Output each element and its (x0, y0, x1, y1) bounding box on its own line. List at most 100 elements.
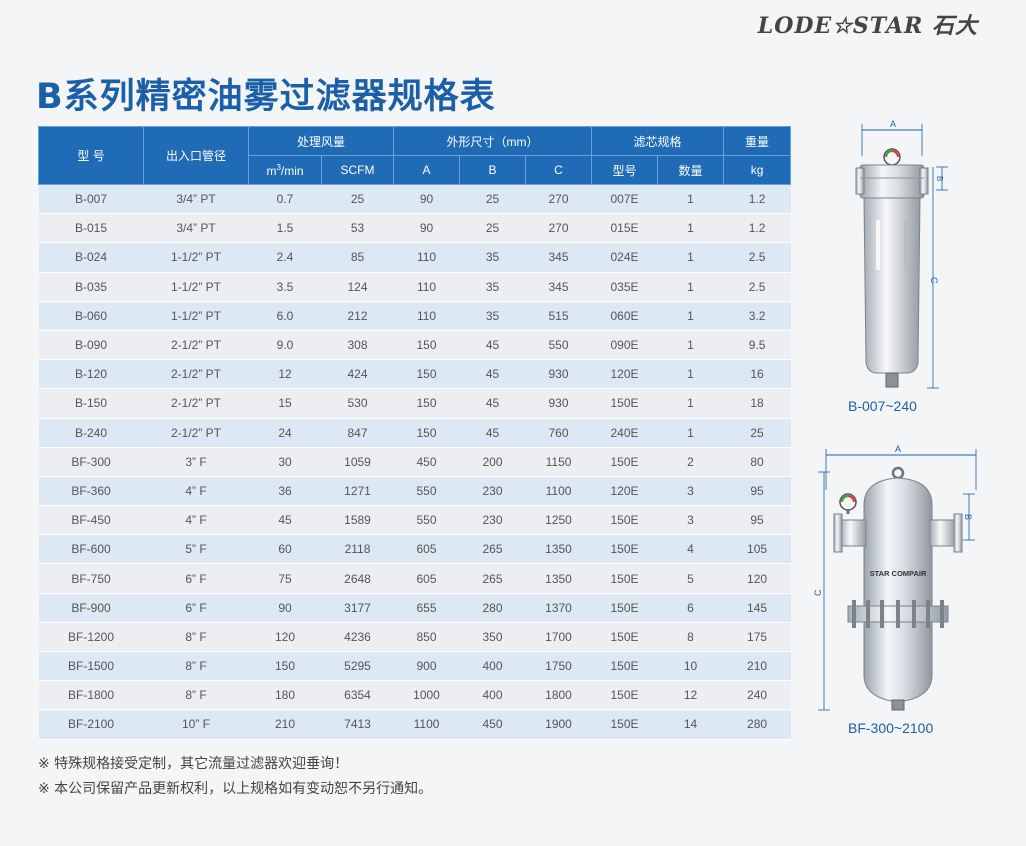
table-cell: 1800 (525, 680, 592, 711)
table-cell: 35 (459, 301, 526, 331)
table-cell: BF-600 (38, 534, 144, 565)
header-dimensions: 外形尺寸（mm） (393, 126, 593, 156)
table-cell: 605 (393, 563, 460, 594)
table-cell: 2.5 (723, 272, 791, 302)
table-cell: 550 (393, 476, 460, 507)
subheader-element-qty: 数量 (657, 155, 725, 185)
table-cell: 424 (321, 359, 394, 390)
subheader-b: B (459, 155, 527, 185)
subheader-element-model: 型号 (591, 155, 659, 185)
table-cell: 180 (248, 680, 322, 711)
table-cell: 15 (248, 388, 322, 419)
table-cell: 16 (723, 359, 791, 390)
table-cell: 110 (393, 272, 460, 302)
table-cell: BF-1200 (38, 622, 144, 653)
product-diagrams: A B C (800, 110, 1022, 750)
table-cell: BF-1500 (38, 651, 144, 682)
table-cell: 25 (459, 184, 526, 215)
table-cell: 3” F (143, 447, 249, 477)
table-cell: 120E (591, 359, 658, 390)
table-row: BF-360 4” F 36 1271 550 230 1100 120E 3 95 (38, 476, 791, 507)
table-cell: 345 (525, 242, 592, 273)
table-cell: 760 (525, 418, 592, 448)
table-cell: 1 (657, 301, 724, 331)
table-cell: 6 (657, 593, 724, 623)
table-cell: 90 (393, 184, 460, 215)
table-cell: 230 (459, 476, 526, 507)
header-element: 滤芯规格 (591, 126, 725, 156)
table-cell: 308 (321, 330, 394, 361)
table-cell: 150 (393, 418, 460, 448)
table-cell: 10” F (143, 709, 249, 740)
table-cell: 45 (459, 330, 526, 361)
table-cell: 9.5 (723, 330, 791, 361)
table-cell: 270 (525, 213, 592, 244)
table-cell: 6” F (143, 563, 249, 594)
table-cell: 14 (657, 709, 724, 740)
table-cell: 280 (723, 709, 791, 740)
table-cell: 110 (393, 242, 460, 273)
table-cell: 0.7 (248, 184, 322, 215)
table-cell: 60 (248, 534, 322, 565)
table-cell: 90 (393, 213, 460, 244)
table-cell: 150E (591, 534, 658, 565)
table-cell: 930 (525, 359, 592, 390)
table-cell: 345 (525, 272, 592, 302)
note-rights: ※ 本公司保留产品更新权利，以上规格如有变动恕不另行通知。 (38, 781, 433, 797)
table-cell: 85 (321, 242, 394, 273)
table-cell: 6” F (143, 593, 249, 623)
table-cell: 6.0 (248, 301, 322, 331)
table-cell: 150E (591, 651, 658, 682)
table-row: BF-1500 8” F 150 5295 900 400 1750 150E 10 210 (38, 651, 791, 682)
table-cell: 280 (459, 593, 526, 623)
table-cell: 270 (525, 184, 592, 215)
table-cell: 5 (657, 563, 724, 594)
table-cell: 230 (459, 505, 526, 536)
table-row: BF-600 5” F 60 2118 605 265 1350 150E 4 105 (38, 534, 791, 565)
table-cell: 450 (459, 709, 526, 740)
table-cell: BF-1800 (38, 680, 144, 711)
table-cell: 150E (591, 505, 658, 536)
subheader-m3min: m3/min (248, 155, 322, 185)
table-row: B-024 1-1/2” PT 2.4 85 110 35 345 024E 1 2.5 (38, 242, 791, 273)
table-cell: B-024 (38, 242, 144, 273)
table-cell: 210 (723, 651, 791, 682)
table-cell: 150E (591, 447, 658, 477)
table-cell: 265 (459, 534, 526, 565)
table-cell: 80 (723, 447, 791, 477)
table-cell: 3/4” PT (143, 213, 249, 244)
table-cell: 5” F (143, 534, 249, 565)
table-cell: 265 (459, 563, 526, 594)
table-row: BF-900 6” F 90 3177 655 280 1370 150E 6 145 (38, 593, 791, 623)
table-cell: 1-1/2” PT (143, 272, 249, 302)
table-cell: 4” F (143, 505, 249, 536)
table-cell: 10 (657, 651, 724, 682)
table-cell: 930 (525, 388, 592, 419)
table-cell: 3/4” PT (143, 184, 249, 215)
table-cell: 1150 (525, 447, 592, 477)
table-cell: 150E (591, 388, 658, 419)
table-cell: 1250 (525, 505, 592, 536)
table-row: BF-1200 8” F 120 4236 850 350 1700 150E 8 175 (38, 622, 791, 653)
table-cell: 1.5 (248, 213, 322, 244)
filter-illustrations: A B C (813, 119, 977, 711)
table-cell: 18 (723, 388, 791, 419)
table-cell: B-007 (38, 184, 144, 215)
table-cell: 75 (248, 563, 322, 594)
table-cell: 847 (321, 418, 394, 448)
table-cell: 30 (248, 447, 322, 477)
small-filter-label: B-007~240 (848, 398, 917, 414)
table-cell: 12 (657, 680, 724, 711)
table-cell: 4236 (321, 622, 394, 653)
table-cell: B-035 (38, 272, 144, 302)
table-cell: 8” F (143, 680, 249, 711)
table-cell: 2-1/2” PT (143, 388, 249, 419)
table-row: B-150 2-1/2” PT 15 530 150 45 930 150E 1 18 (38, 388, 791, 419)
header-model: 型 号 (38, 126, 144, 185)
small-filter-drawing: A B C (855, 119, 948, 389)
table-cell: 150E (591, 680, 658, 711)
subheader-kg: kg (723, 155, 792, 185)
table-cell: 124 (321, 272, 394, 302)
header-weight: 重量 (723, 126, 792, 156)
subheader-c: C (525, 155, 593, 185)
